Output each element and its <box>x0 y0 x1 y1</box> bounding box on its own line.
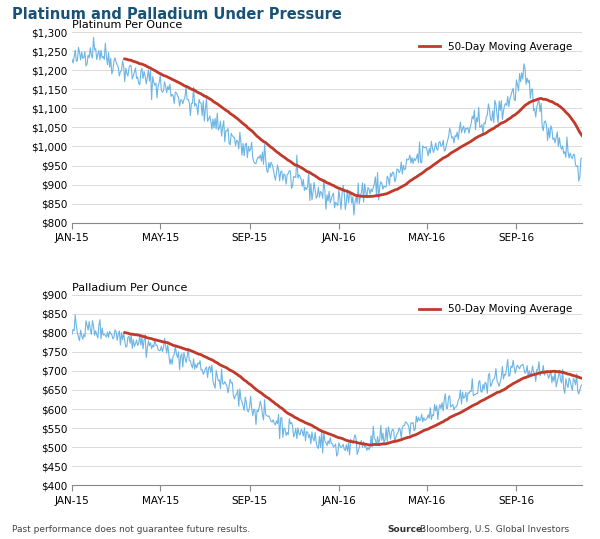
Legend: 50-Day Moving Average: 50-Day Moving Average <box>415 300 577 319</box>
Legend: 50-Day Moving Average: 50-Day Moving Average <box>415 38 577 56</box>
Text: Past performance does not guarantee future results.: Past performance does not guarantee futu… <box>12 525 250 534</box>
Text: Source:: Source: <box>387 525 426 534</box>
Text: Platinum and Palladium Under Pressure: Platinum and Palladium Under Pressure <box>12 7 342 22</box>
Text: Bloomberg, U.S. Global Investors: Bloomberg, U.S. Global Investors <box>420 525 569 534</box>
Text: Platinum Per Ounce: Platinum Per Ounce <box>72 20 182 30</box>
Text: Palladium Per Ounce: Palladium Per Ounce <box>72 282 187 293</box>
